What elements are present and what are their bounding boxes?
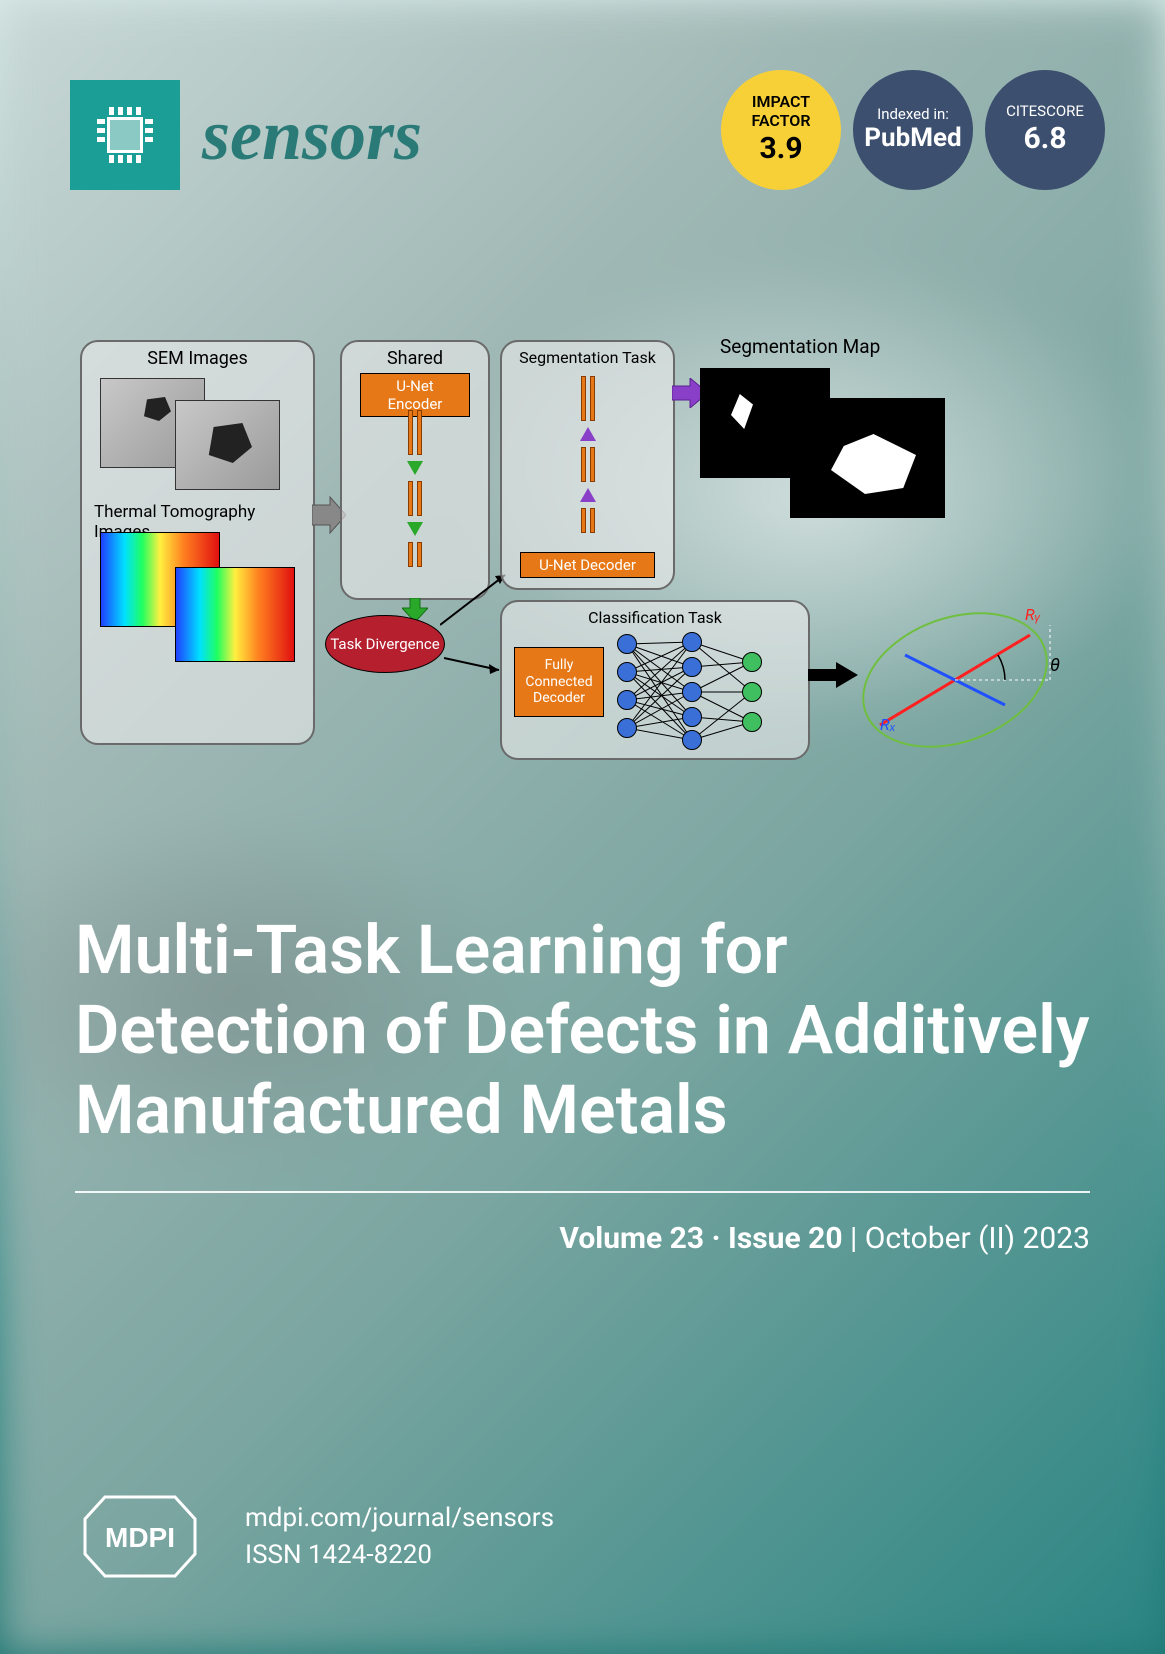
issue-text: Issue 20 — [728, 1221, 842, 1256]
metric-badges: IMPACT FACTOR 3.9 Indexed in: PubMed CIT… — [721, 70, 1105, 190]
impact-label-2: FACTOR — [752, 112, 811, 130]
footer-text: mdpi.com/journal/sensors ISSN 1424-8220 — [245, 1500, 554, 1573]
footer-issn: ISSN 1424-8220 — [245, 1537, 554, 1573]
ellipse-output: Rᵧ Rₓ θ — [850, 600, 1070, 760]
volume-text: Volume 23 — [559, 1221, 704, 1256]
issue-line: Volume 23 · Issue 20 | October (II) 2023 — [75, 1221, 1090, 1256]
impact-factor-badge: IMPACT FACTOR 3.9 — [721, 70, 841, 190]
article-title: Multi-Task Learning for Detection of Def… — [75, 910, 1090, 1151]
impact-label-1: IMPACT — [752, 93, 810, 111]
indexed-badge: Indexed in: PubMed — [853, 70, 973, 190]
seg-map-label: Segmentation Map — [720, 335, 880, 358]
journal-logo — [70, 80, 180, 190]
title-divider — [75, 1191, 1090, 1193]
divergence-label: Task Divergence — [330, 636, 439, 653]
neural-net-icon — [612, 632, 802, 752]
issue-date-sep: | — [843, 1221, 865, 1256]
task-divergence: Task Divergence — [325, 615, 445, 673]
chip-icon — [95, 105, 155, 165]
seg-panel-label: Segmentation Task — [502, 342, 673, 371]
citescore-value: 6.8 — [1023, 122, 1066, 157]
arrow-div-to-class — [444, 650, 504, 680]
footer-url: mdpi.com/journal/sensors — [245, 1500, 554, 1536]
citescore-badge: CITESCORE 6.8 — [985, 70, 1105, 190]
mdpi-logo: MDPI — [75, 1489, 205, 1584]
fc-decoder-tag: Fully Connected Decoder — [514, 647, 604, 717]
shared-encoder-panel: Shared U-Net Encoder — [340, 340, 490, 600]
shared-label: Shared — [342, 342, 488, 373]
impact-value: 3.9 — [759, 132, 802, 167]
indexed-value: PubMed — [864, 124, 961, 154]
header-logo-block: sensors — [70, 80, 422, 190]
input-panel: SEM Images Thermal Tomography Images — [80, 340, 315, 745]
decoder-tag: U-Net Decoder — [520, 552, 655, 578]
sem-label: SEM Images — [82, 342, 313, 373]
architecture-diagram: SEM Images Thermal Tomography Images Sha… — [80, 340, 1085, 770]
theta-label: θ — [1050, 655, 1060, 676]
footer: MDPI mdpi.com/journal/sensors ISSN 1424-… — [75, 1489, 554, 1584]
title-block: Multi-Task Learning for Detection of Def… — [75, 910, 1090, 1256]
segmentation-panel: Segmentation Task U-Net Decoder — [500, 340, 675, 590]
svg-text:MDPI: MDPI — [105, 1522, 175, 1553]
rx-label: Rₓ — [880, 715, 896, 735]
issue-date: October (II) 2023 — [865, 1221, 1090, 1256]
classification-panel: Classification Task Fully Connected Deco… — [500, 600, 810, 760]
indexed-label: Indexed in: — [877, 106, 949, 123]
ry-label: Rᵧ — [1025, 605, 1040, 625]
issue-sep: · — [704, 1221, 728, 1256]
citescore-label: CITESCORE — [1006, 103, 1084, 120]
class-panel-label: Classification Task — [502, 602, 808, 631]
journal-name: sensors — [202, 94, 422, 177]
